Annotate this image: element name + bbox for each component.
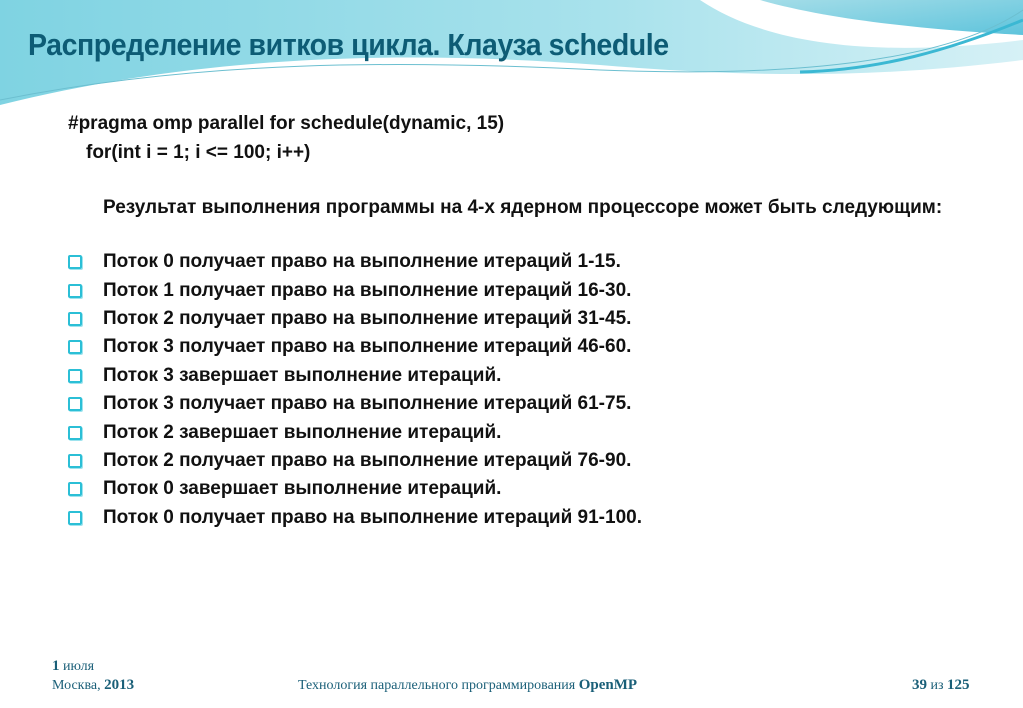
page-of: из xyxy=(927,678,948,693)
checkbox-bullet-icon xyxy=(68,482,82,497)
list-item: Поток 0 завершает выполнение итераций. xyxy=(68,475,642,503)
list-item: Поток 0 получает право на выполнение ите… xyxy=(68,504,642,532)
total-pages: 125 xyxy=(947,677,970,693)
checkbox-bullet-icon xyxy=(68,397,82,412)
list-item: Поток 2 получает право на выполнение ите… xyxy=(68,305,642,333)
code-line-for: for(int i = 1; i <= 100; i++) xyxy=(86,142,311,163)
list-item-text: Поток 2 получает право на выполнение ите… xyxy=(103,307,632,329)
list-item: Поток 2 завершает выполнение итераций. xyxy=(68,418,642,446)
checkbox-bullet-icon xyxy=(68,283,82,298)
checkbox-bullet-icon xyxy=(68,255,82,270)
footer-place: Москва, 2013 xyxy=(52,677,134,694)
current-page: 39 xyxy=(912,677,927,693)
checkbox-bullet-icon xyxy=(68,425,82,440)
footer-course-bold: OpenMP xyxy=(578,677,638,693)
checkbox-bullet-icon xyxy=(68,453,82,468)
footer-course: Технология параллельного программировани… xyxy=(298,677,637,694)
list-item-text: Поток 2 получает право на выполнение ите… xyxy=(103,449,632,471)
list-item-text: Поток 3 получает право на выполнение ите… xyxy=(103,393,632,415)
footer-day: 1 xyxy=(52,658,60,674)
list-item: Поток 2 получает право на выполнение ите… xyxy=(68,447,642,475)
list-item-text: Поток 0 получает право на выполнение ите… xyxy=(103,251,621,273)
checkbox-bullet-icon xyxy=(68,368,82,383)
list-item-text: Поток 3 получает право на выполнение ите… xyxy=(103,336,632,358)
footer-year: 2013 xyxy=(104,677,135,693)
list-item: Поток 1 получает право на выполнение ите… xyxy=(68,276,642,304)
footer-page-number: 39 из 125 xyxy=(912,677,970,694)
checkbox-bullet-icon xyxy=(68,340,82,355)
checkbox-bullet-icon xyxy=(68,510,82,525)
footer-course-text: Технология параллельного программировани… xyxy=(298,678,579,693)
list-item: Поток 0 получает право на выполнение ите… xyxy=(68,248,642,276)
list-item: Поток 3 получает право на выполнение ите… xyxy=(68,390,642,418)
list-item: Поток 3 получает право на выполнение ите… xyxy=(68,333,642,361)
list-item: Поток 3 завершает выполнение итераций. xyxy=(68,362,642,390)
list-item-text: Поток 2 завершает выполнение итераций. xyxy=(103,421,502,443)
list-item-text: Поток 3 завершает выполнение итераций. xyxy=(103,364,502,386)
checkbox-bullet-icon xyxy=(68,311,82,326)
code-line-pragma: #pragma omp parallel for schedule(dynami… xyxy=(68,113,505,134)
intro-text: Результат выполнения программы на 4-х яд… xyxy=(103,197,943,218)
footer-city: Москва, xyxy=(52,678,105,693)
footer-month: июля xyxy=(59,659,95,674)
list-item-text: Поток 1 получает право на выполнение ите… xyxy=(103,279,632,301)
list-item-text: Поток 0 получает право на выполнение ите… xyxy=(103,506,642,528)
iteration-list: Поток 0 получает право на выполнение ите… xyxy=(68,248,642,532)
header-wave-background xyxy=(0,0,1023,105)
slide-title: Распределение витков цикла. Клауза sched… xyxy=(28,27,669,62)
footer-date: 1 июля xyxy=(52,658,94,675)
list-item-text: Поток 0 завершает выполнение итераций. xyxy=(103,478,502,500)
